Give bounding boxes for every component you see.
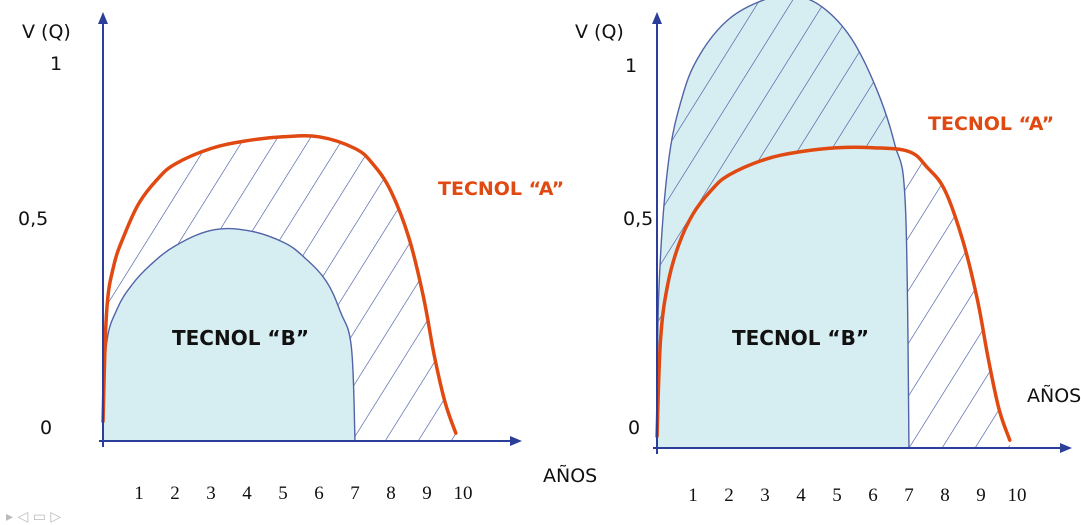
series-label-tecnol-b: TECNOL “B” — [172, 326, 309, 350]
x-axis-arrow — [1060, 443, 1072, 453]
y-tick-label: 1 — [625, 55, 637, 77]
x-tick-label: 2 — [170, 483, 180, 504]
x-tick-label: 9 — [422, 483, 432, 504]
x-tick-label: 8 — [940, 485, 950, 506]
x-axis-arrow — [510, 436, 522, 446]
x-tick-label: 3 — [760, 485, 770, 506]
x-tick-label: 6 — [314, 483, 324, 504]
y-axis-label: V (Q) — [575, 21, 624, 43]
x-tick-label: 5 — [832, 485, 842, 506]
x-tick-label: 4 — [242, 483, 252, 504]
x-tick-label: 3 — [206, 483, 216, 504]
y-tick-label: 0 — [40, 417, 52, 439]
x-tick-label: 10 — [1008, 485, 1027, 506]
x-tick-label: 7 — [904, 485, 914, 506]
y-tick-label: 0 — [628, 417, 640, 439]
x-tick-label: 1 — [688, 485, 698, 506]
chart-left: V (Q) AÑOS 0 0,5 1 1 2 3 4 5 6 7 8 9 10 TECNOL “A” TECNO… — [18, 12, 597, 504]
tecnol-b-outline — [656, 0, 910, 449]
x-tick-label: 2 — [724, 485, 734, 506]
y-axis-arrow — [98, 12, 108, 24]
tecnol-a-curve — [655, 145, 1012, 442]
tecnol-b-solid-region — [657, 147, 909, 448]
x-tick-label: 6 — [868, 485, 878, 506]
x-tick-label: 1 — [134, 483, 144, 504]
chart-right: V (Q) AÑOS 0 0,5 1 1 2 3 4 5 6 7 8 9 10 TECNOL “A” TECNO… — [575, 0, 1081, 506]
x-tick-label: 8 — [386, 483, 396, 504]
slideshow-toolbar[interactable]: ▸ ◁ ▭ ▷ — [6, 509, 61, 525]
y-axis-arrow — [652, 12, 662, 24]
y-tick-label: 1 — [50, 53, 62, 75]
y-tick-label: 0,5 — [18, 208, 48, 230]
x-tick-label: 7 — [350, 483, 360, 504]
y-axis-label: V (Q) — [22, 21, 71, 43]
series-label-tecnol-b: TECNOL “B” — [732, 326, 869, 350]
x-tick-label: 9 — [976, 485, 986, 506]
series-label-tecnol-a: TECNOL “A” — [928, 113, 1054, 135]
x-tick-label: 10 — [454, 483, 473, 504]
tecnol-a-curve — [101, 133, 458, 435]
x-axis-label: AÑOS — [1027, 384, 1081, 407]
x-tick-label: 4 — [796, 485, 806, 506]
y-tick-label: 0,5 — [623, 208, 653, 230]
tecnol-b-area — [102, 227, 356, 442]
series-label-tecnol-a: TECNOL “A” — [438, 178, 564, 200]
x-axis-label: AÑOS — [543, 464, 597, 487]
x-tick-label: 5 — [278, 483, 288, 504]
